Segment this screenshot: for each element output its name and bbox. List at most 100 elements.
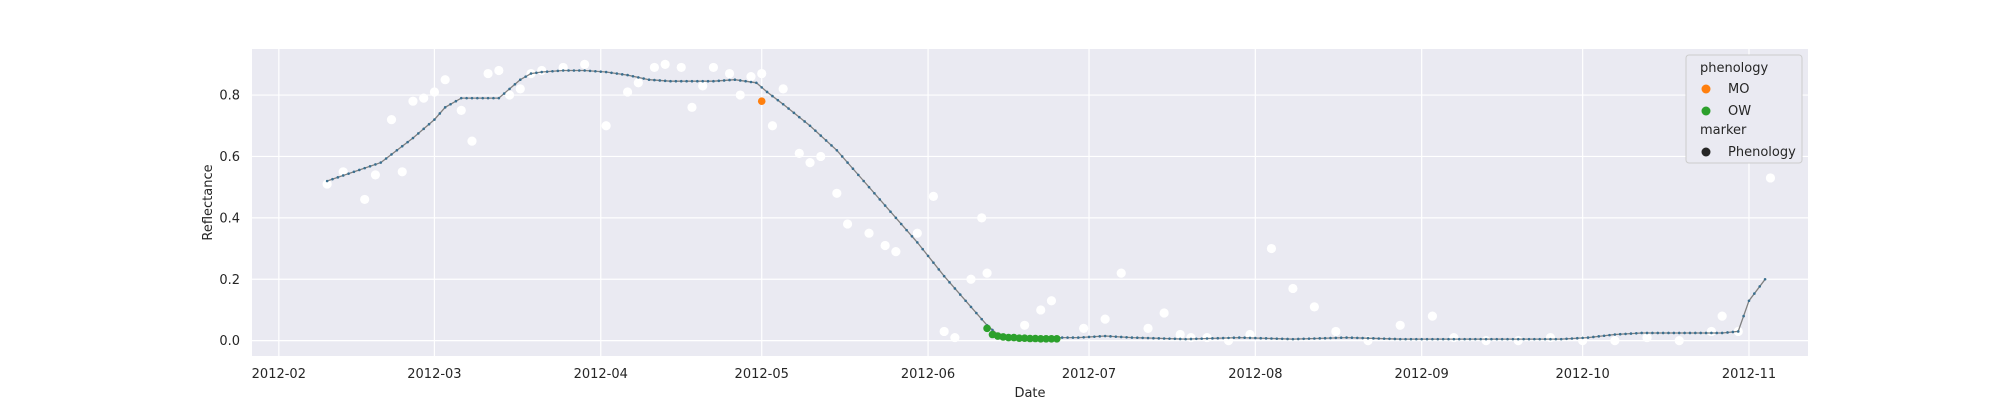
observed-point (778, 84, 788, 94)
smoothed-marker (1753, 292, 1756, 295)
legend-style-title: marker (1700, 123, 1747, 138)
smoothed-marker (706, 79, 710, 83)
smoothed-marker (980, 317, 984, 321)
smoothed-marker (1388, 337, 1391, 341)
smoothed-marker (991, 328, 994, 332)
smoothed-marker (1195, 337, 1198, 341)
observed-point (494, 65, 504, 76)
smoothed-marker (325, 179, 329, 183)
smoothed-marker (588, 69, 592, 73)
smoothed-marker (610, 71, 613, 75)
smoothed-marker (899, 222, 903, 226)
observed-point (1395, 320, 1405, 330)
smoothed-marker (701, 79, 705, 83)
smoothed-marker (1345, 336, 1348, 339)
smoothed-marker (647, 78, 651, 81)
smoothed-marker (873, 191, 876, 195)
smoothed-marker (1280, 337, 1284, 341)
smoothed-marker (1565, 337, 1568, 341)
observed-point (880, 240, 890, 251)
smoothed-marker (1372, 337, 1375, 340)
observed-point (928, 191, 939, 201)
smoothed-marker (717, 79, 721, 83)
smoothed-marker (797, 115, 801, 119)
smoothed-marker (1307, 337, 1311, 340)
observed-point (1610, 336, 1620, 346)
smoothed-marker (1490, 337, 1493, 341)
observed-point (1046, 296, 1057, 306)
x-tick-label: 2012-09 (1395, 367, 1449, 382)
ow-point (1036, 335, 1045, 343)
x-tick-label: 2012-03 (407, 367, 461, 382)
observed-point (622, 87, 633, 97)
smoothed-marker (1618, 332, 1622, 336)
smoothed-marker (1763, 277, 1767, 281)
observed-point (419, 93, 429, 103)
smoothed-marker (744, 79, 747, 83)
smoothed-marker (1511, 337, 1515, 341)
smoothed-marker (1248, 336, 1252, 340)
smoothed-marker (819, 134, 823, 137)
smoothed-marker (594, 69, 597, 73)
smoothed-marker (1688, 331, 1692, 335)
ow-point (1026, 334, 1034, 343)
smoothed-marker (1076, 336, 1080, 339)
smoothed-marker (1066, 336, 1069, 339)
smoothed-marker (470, 96, 474, 100)
smoothed-marker (1651, 331, 1654, 335)
smoothed-marker (1270, 337, 1273, 340)
smoothed-marker (449, 102, 452, 106)
smoothed-marker (1366, 336, 1370, 340)
smoothed-marker (556, 69, 560, 73)
smoothed-marker (1635, 331, 1638, 335)
ow-point (1053, 335, 1061, 343)
smoothed-marker (637, 76, 640, 79)
smoothed-marker (1157, 337, 1161, 340)
smoothed-marker (1736, 330, 1740, 333)
smoothed-marker (352, 170, 356, 174)
smoothed-marker (411, 136, 415, 140)
smoothed-marker (1694, 331, 1697, 335)
smoothed-marker (561, 69, 565, 72)
smoothed-marker (1747, 299, 1751, 303)
smoothed-marker (358, 168, 361, 172)
observed-points (322, 59, 1776, 346)
smoothed-marker (1640, 331, 1643, 335)
observed-point (558, 62, 568, 73)
observed-point (842, 219, 853, 229)
smoothed-marker (1549, 337, 1552, 341)
smoothed-marker (1178, 337, 1182, 341)
observed-point (322, 179, 332, 189)
observed-point (1717, 311, 1727, 321)
smoothed-marker (1500, 337, 1504, 341)
observed-point (504, 90, 515, 100)
smoothed-marker (1162, 337, 1166, 340)
legend-phenology-label: Phenology (1728, 145, 1796, 160)
smoothed-marker (889, 210, 892, 214)
smoothed-marker (932, 261, 935, 264)
smoothed-marker (958, 293, 962, 296)
smoothed-marker (722, 79, 726, 82)
observed-point (1175, 329, 1185, 340)
observed-point (360, 194, 370, 205)
smoothed-marker (755, 81, 758, 85)
observed-point (1159, 308, 1169, 318)
ow-point (1020, 334, 1029, 342)
observed-point (708, 62, 719, 73)
observed-point (676, 62, 686, 73)
smoothed-marker (824, 139, 828, 142)
smoothed-marker (883, 204, 887, 207)
smoothed-marker (336, 176, 340, 179)
smoothed-marker (1243, 336, 1246, 340)
smoothed-marker (1136, 336, 1139, 340)
smoothed-marker (642, 77, 645, 80)
observed-point (1309, 302, 1319, 312)
y-axis-title: Reflectance (201, 164, 216, 240)
smoothed-marker (400, 144, 404, 148)
mo-points (757, 97, 766, 105)
smoothed-marker (347, 172, 350, 175)
observed-point (966, 274, 976, 284)
observed-point (1100, 314, 1110, 324)
smoothed-marker (1189, 337, 1193, 341)
smoothed-marker (1645, 331, 1649, 335)
